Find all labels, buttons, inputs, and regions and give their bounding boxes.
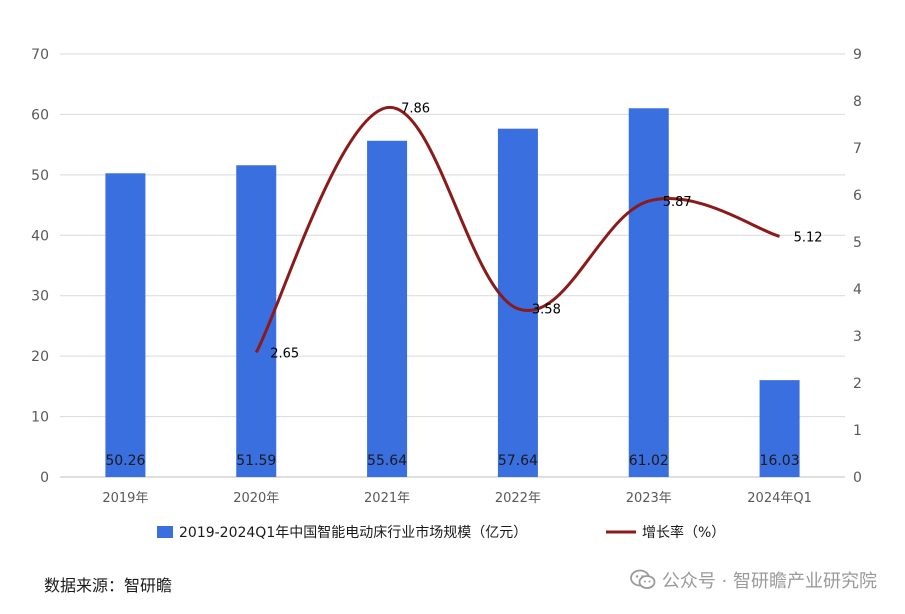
bar-value-label: 50.26 <box>105 453 145 469</box>
y-left-tick-label: 10 <box>31 410 49 426</box>
bars <box>105 108 800 478</box>
bar <box>497 128 538 478</box>
y-left-tick-label: 20 <box>31 349 49 365</box>
bar <box>367 140 408 477</box>
y-right-tick-label: 9 <box>853 47 862 63</box>
x-tick-label: 2023年 <box>626 491 672 506</box>
gridlines <box>60 53 845 478</box>
y-right-tick-label: 2 <box>853 376 862 392</box>
y-right-tick-label: 1 <box>853 423 862 439</box>
growth-line <box>254 106 780 354</box>
bar <box>628 108 669 477</box>
y-left-tick-label: 50 <box>31 168 49 184</box>
line-value-label: 5.12 <box>794 230 823 245</box>
y-left-tick-label: 60 <box>31 107 49 123</box>
y-right-tick-label: 7 <box>853 141 862 157</box>
bar-value-label: 51.59 <box>236 453 276 469</box>
x-tick-label: 2020年 <box>233 491 279 506</box>
y-axis-left: 0 10 20 30 40 50 60 70 <box>31 47 49 486</box>
wechat-icon <box>629 569 656 589</box>
legend: 2019-2024Q1年中国智能电动床行业市场规模（亿元） 增长率（%） <box>157 524 725 541</box>
legend-line-label: 增长率（%） <box>642 524 725 541</box>
y-left-tick-label: 0 <box>40 470 49 486</box>
y-right-tick-label: 0 <box>853 470 862 486</box>
y-right-tick-label: 8 <box>853 94 862 110</box>
bar-value-label: 16.03 <box>760 453 800 469</box>
x-axis: 2019年 2020年 2021年 2022年 2023年 2024年Q1 <box>102 491 812 506</box>
line-value-label: 5.87 <box>663 195 692 210</box>
legend-bar-label: 2019-2024Q1年中国智能电动床行业市场规模（亿元） <box>179 524 527 541</box>
bar-value-label: 61.02 <box>629 453 669 469</box>
x-tick-label: 2024年Q1 <box>747 491 812 506</box>
bar-value-label: 55.64 <box>367 453 407 469</box>
y-left-tick-label: 40 <box>31 228 49 244</box>
watermark: 公众号 · 智研瞻产业研究院 <box>629 567 877 593</box>
chart: 0 10 20 30 40 50 60 70 0 1 2 3 4 5 6 7 8 9 2019年 2020年 202… <box>31 47 862 541</box>
bar-value-label: 57.64 <box>498 453 538 469</box>
y-right-tick-label: 6 <box>853 188 862 204</box>
x-tick-label: 2019年 <box>102 491 148 506</box>
bar-value-labels: 50.26 51.59 55.64 57.64 61.02 16.03 <box>105 453 799 469</box>
y-right-tick-label: 5 <box>853 235 862 251</box>
y-right-tick-label: 4 <box>853 282 862 298</box>
line-value-label: 3.58 <box>532 303 561 318</box>
line-value-labels: 2.65 7.86 3.58 5.87 5.12 <box>270 102 822 362</box>
line-value-label: 2.65 <box>270 346 299 361</box>
watermark-text: 公众号 · 智研瞻产业研究院 <box>661 571 877 592</box>
line-value-label: 7.86 <box>401 102 430 117</box>
legend-bar-swatch <box>157 526 173 538</box>
bar <box>759 380 800 477</box>
x-tick-label: 2021年 <box>364 491 410 506</box>
y-left-tick-label: 30 <box>31 289 49 305</box>
source-note: 数据来源：智研瞻 <box>44 576 173 595</box>
y-right-tick-label: 3 <box>853 329 862 345</box>
bar <box>105 173 146 477</box>
y-left-tick-label: 70 <box>31 47 49 63</box>
x-tick-label: 2022年 <box>495 491 541 506</box>
y-axis-right: 0 1 2 3 4 5 6 7 8 9 <box>853 47 862 486</box>
growth-line-path <box>254 106 780 354</box>
